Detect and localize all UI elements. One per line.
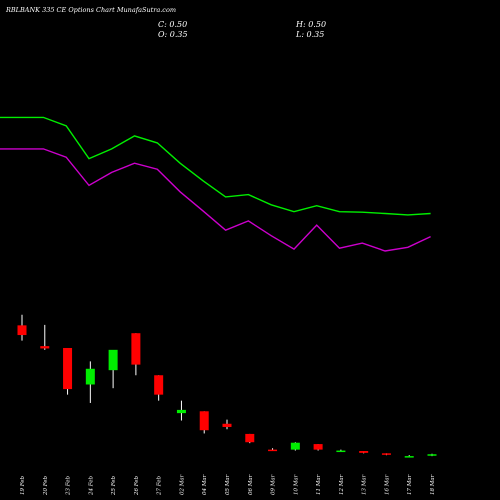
x-tick-label: 10 Mar: [293, 474, 299, 495]
x-tick-label: 12 Mar: [339, 474, 345, 495]
candle-wicks: [21, 314, 433, 458]
chart-title: RBLBANK 335 CE Options Chart MunafaSutra…: [6, 6, 177, 14]
x-tick-label: 25 Feb: [111, 475, 117, 496]
x-tick-label: 23 Feb: [66, 475, 72, 496]
candle-body: [427, 454, 437, 456]
x-tick-label: 05 Mar: [225, 474, 231, 495]
x-tick-label: 09 Mar: [271, 474, 277, 495]
candle-body: [290, 442, 300, 450]
candle-body: [40, 346, 50, 349]
x-tick-label: 26 Feb: [134, 475, 140, 496]
candle-body: [154, 375, 164, 395]
x-tick-label: 17 Mar: [407, 474, 413, 495]
candle-body: [63, 347, 73, 390]
moving-average-lines: [0, 116, 431, 252]
candle-body: [359, 451, 369, 453]
candle-body: [199, 411, 209, 431]
x-tick-label: 13 Mar: [362, 474, 368, 495]
candle-body: [404, 456, 414, 458]
x-tick-label: 24 Feb: [88, 475, 94, 496]
candle-body: [336, 450, 346, 453]
series-line-1: [0, 116, 431, 216]
x-tick-label: 16 Mar: [384, 474, 390, 495]
x-tick-label: 27 Feb: [157, 475, 163, 496]
open-readout: O: 0.35: [158, 30, 188, 39]
x-tick-label: 06 Mar: [248, 474, 254, 495]
low-readout: L: 0.35: [296, 30, 325, 39]
candle-body: [245, 433, 255, 443]
x-tick-label: 20 Feb: [43, 475, 49, 496]
x-tick-label: 19 Feb: [20, 475, 26, 495]
candle-body: [108, 349, 118, 371]
candle-body: [381, 453, 391, 455]
candle-bodies: [17, 325, 437, 458]
candle-body: [17, 325, 27, 336]
x-tick-label: 11 Mar: [316, 474, 322, 495]
candle-body: [313, 444, 323, 450]
high-readout: H: 0.50: [296, 20, 327, 29]
x-tick-label: 02 Mar: [179, 474, 185, 495]
candle-body: [222, 423, 232, 427]
candle-body: [85, 368, 95, 385]
close-readout: C: 0.50: [158, 20, 188, 29]
series-line-2: [0, 148, 431, 252]
x-tick-label: 18 Mar: [430, 474, 436, 495]
candle-body: [268, 449, 278, 452]
x-axis-tick-labels: 19 Feb 20 Feb 23 Feb 24 Feb 25 Feb 26 Feb 27 F…: [20, 474, 436, 496]
candle-body: [176, 409, 186, 414]
candle-body: [131, 333, 141, 365]
x-tick-label: 04 Mar: [202, 474, 208, 495]
